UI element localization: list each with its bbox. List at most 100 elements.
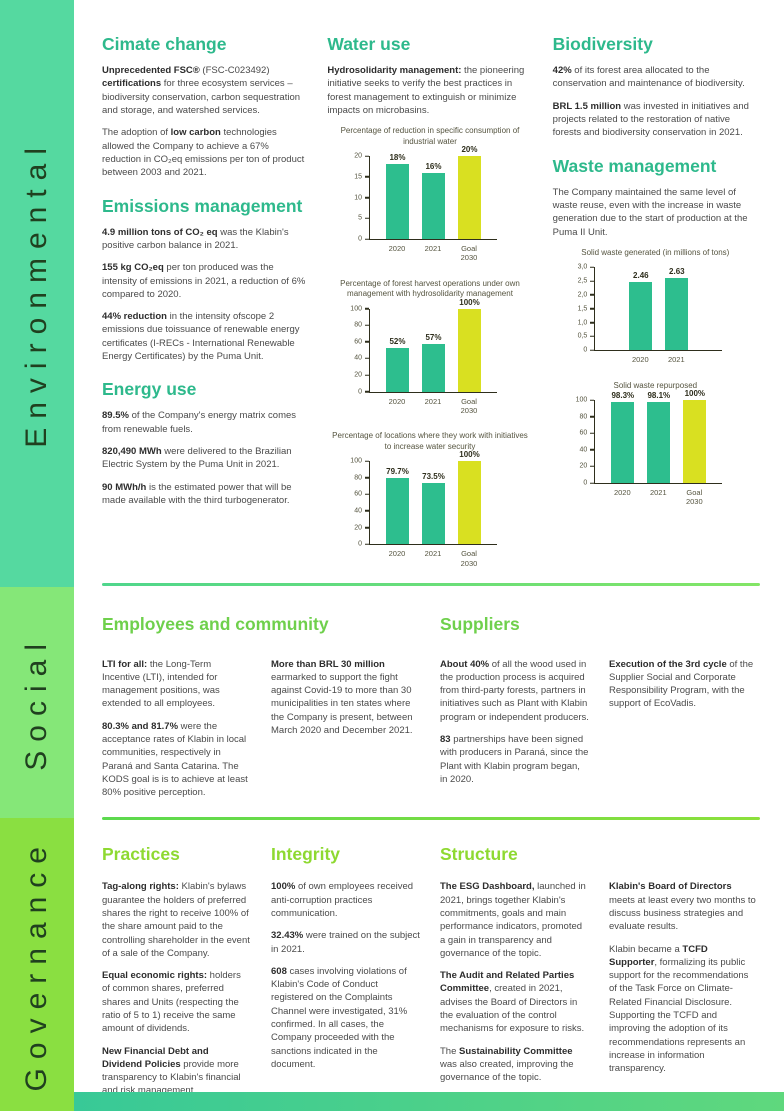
paragraph: LTI for all: the Long-Term Incentive (LT… (102, 658, 220, 710)
chart-title: Solid waste repurposed (613, 380, 698, 390)
bar-2020 (629, 282, 653, 351)
bar-2020 (611, 401, 635, 484)
bar-group: 100% (457, 450, 481, 545)
y-axis-tick-label: 60 (579, 429, 588, 437)
bar-2020 (385, 478, 409, 545)
bar-group: 100% (457, 298, 481, 392)
y-axis-tick-mark (364, 374, 369, 376)
social-label: Social (20, 634, 53, 771)
section-heading: Cimate change (102, 34, 227, 54)
y-axis-tick-label: 0 (358, 540, 362, 548)
chart-solid-waste-generated: Solid waste generated (in millions of to… (554, 248, 756, 365)
y-axis-tick-mark (364, 176, 369, 178)
bar-2021 (421, 344, 445, 392)
y-axis-tick-mark (590, 465, 595, 468)
bar-value-label: 2.63 (669, 266, 685, 276)
y-axis-tick-mark (590, 294, 595, 296)
paragraph: Execution of the 3rd cycle of the Suppli… (609, 658, 754, 710)
sidebar-governance: Governance (0, 818, 74, 1111)
paragraph: 32.43% were trained on the subject in 20… (271, 930, 420, 955)
bar-2021 (665, 277, 689, 351)
y-axis-tick-mark (364, 390, 369, 393)
chart-plot-area: 0 5 10 15 20 18% 16% 20% (354, 145, 497, 243)
section-heading: Emissions management (102, 195, 303, 216)
bar-value-label: 16% (425, 161, 442, 171)
x-axis-tick-label: Goal 2030 (460, 244, 478, 263)
water-use-text: Water use Hydrosolidarity management: the… (327, 34, 532, 117)
paragraph: 4.9 million tons of CO₂ eq was the Klabi… (102, 226, 289, 251)
y-axis-tick-mark (364, 543, 369, 545)
social-column-2: More than BRL 30 million earmarked to su… (271, 658, 420, 818)
y-axis-tick-label: 80 (354, 321, 362, 329)
chart-water-security-locations: Percentage of locations where they work … (329, 431, 531, 568)
y-axis-tick-mark (590, 280, 595, 282)
sidebar-social: Social (0, 587, 74, 818)
y-axis-tick-mark (364, 238, 369, 240)
governance-column-board-tcfd: Klabin's Board of Directors meets at lea… (609, 880, 758, 1111)
y-axis-tick-label: 3,0 (577, 263, 588, 271)
x-axis-tick-label: Goal 2030 (685, 488, 703, 507)
y-axis-tick-mark (364, 196, 369, 199)
bar-value-label: 73.5% (422, 472, 445, 482)
bar-group: 98.1% (647, 391, 671, 484)
x-axis-labels: 2020 2021 (594, 355, 722, 364)
environmental-label: Environmental (20, 139, 53, 448)
paragraph: The ESG Dashboard, launched in 2021, bri… (440, 881, 586, 959)
bar-value-label: 98.3% (611, 390, 635, 400)
y-axis-tick-label: 5 (358, 214, 362, 222)
y-axis-tick-mark (590, 399, 595, 401)
y-axis-tick-mark (364, 526, 369, 529)
y-axis-tick-mark (590, 449, 595, 451)
y-axis-tick-label: 20 (354, 371, 362, 379)
chart-plot-area: 0 0,5 1,0 1,5 2,0 2,5 3,0 2.46 2.63 (578, 264, 723, 354)
section-heading: Energy use (102, 379, 197, 400)
chart-plot-area: 0 20 40 60 80 100 79.7% 73.5% 100% (350, 450, 497, 548)
x-axis-labels: 2020 2021 Goal 2030 (369, 244, 497, 263)
y-axis-tick-label: 0,5 (577, 332, 588, 340)
y-axis-tick-label: 0 (358, 388, 362, 396)
paragraph: Klabin's Board of Directors meets at lea… (609, 881, 756, 933)
paragraph: Unprecedented FSC® (FSC-C023492) certifi… (102, 65, 301, 117)
paragraph: The adoption of low carbon technologies … (102, 127, 305, 179)
paragraph: 820,490 MWh were delivered to the Brazil… (102, 446, 292, 471)
bar-goal-2030 (457, 308, 481, 392)
y-axis-tick-mark (364, 155, 369, 157)
governance-label: Governance (20, 837, 53, 1092)
y-axis-tick-mark (590, 482, 595, 484)
paragraph: Klabin became a TCFD Supporter, formaliz… (609, 943, 749, 1075)
section-heading: Water use (327, 34, 411, 54)
y-axis-tick-label: 40 (579, 446, 588, 454)
x-axis-tick-label: 2021 (649, 488, 667, 498)
bar-value-label: 79.7% (386, 467, 409, 477)
y-axis-tick-mark (364, 460, 369, 462)
bar-value-label: 52% (389, 337, 406, 347)
y-axis-tick-label: 60 (354, 490, 362, 498)
bar-group: 98.3% (611, 391, 635, 484)
heading-spacer (609, 844, 758, 868)
column-water-use: Water use Hydrosolidarity management: the… (327, 34, 532, 584)
bar-group: 57% (421, 309, 445, 392)
y-axis-tick-mark (590, 266, 595, 269)
y-axis-tick-mark (364, 477, 369, 479)
y-axis-tick-label: 10 (354, 194, 362, 202)
y-axis-tick-label: 60 (354, 338, 362, 346)
column-climate-emissions-energy: Cimate change Unprecedented FSC® (FSC-C02… (102, 34, 307, 584)
y-axis-tick-mark (364, 341, 369, 343)
paragraph: More than BRL 30 million earmarked to su… (271, 658, 413, 737)
bar-2020 (385, 164, 409, 240)
social-column-4: Execution of the 3rd cycle of the Suppli… (609, 658, 758, 818)
y-axis-tick-label: 40 (354, 354, 362, 362)
paragraph: 44% reduction in the intensity ofscope 2… (102, 311, 300, 362)
y-axis-tick-mark (590, 432, 595, 435)
x-axis-tick-label: 2021 (424, 396, 442, 406)
paragraph: The Company maintained the same level of… (552, 186, 748, 238)
paragraph: About 40% of all the wood used in the pr… (440, 658, 589, 723)
bar-value-label: 98.1% (647, 390, 671, 400)
section-heading: Biodiversity (552, 34, 653, 54)
section-environmental: Cimate change Unprecedented FSC® (FSC-C02… (74, 0, 784, 584)
y-axis-tick-mark (590, 308, 595, 310)
governance-column-integrity: 100% of own employees received anti-corr… (271, 880, 420, 1111)
x-axis-tick-label: 2020 (388, 244, 406, 254)
x-axis-labels: 2020 2021 Goal 2030 (594, 488, 722, 507)
